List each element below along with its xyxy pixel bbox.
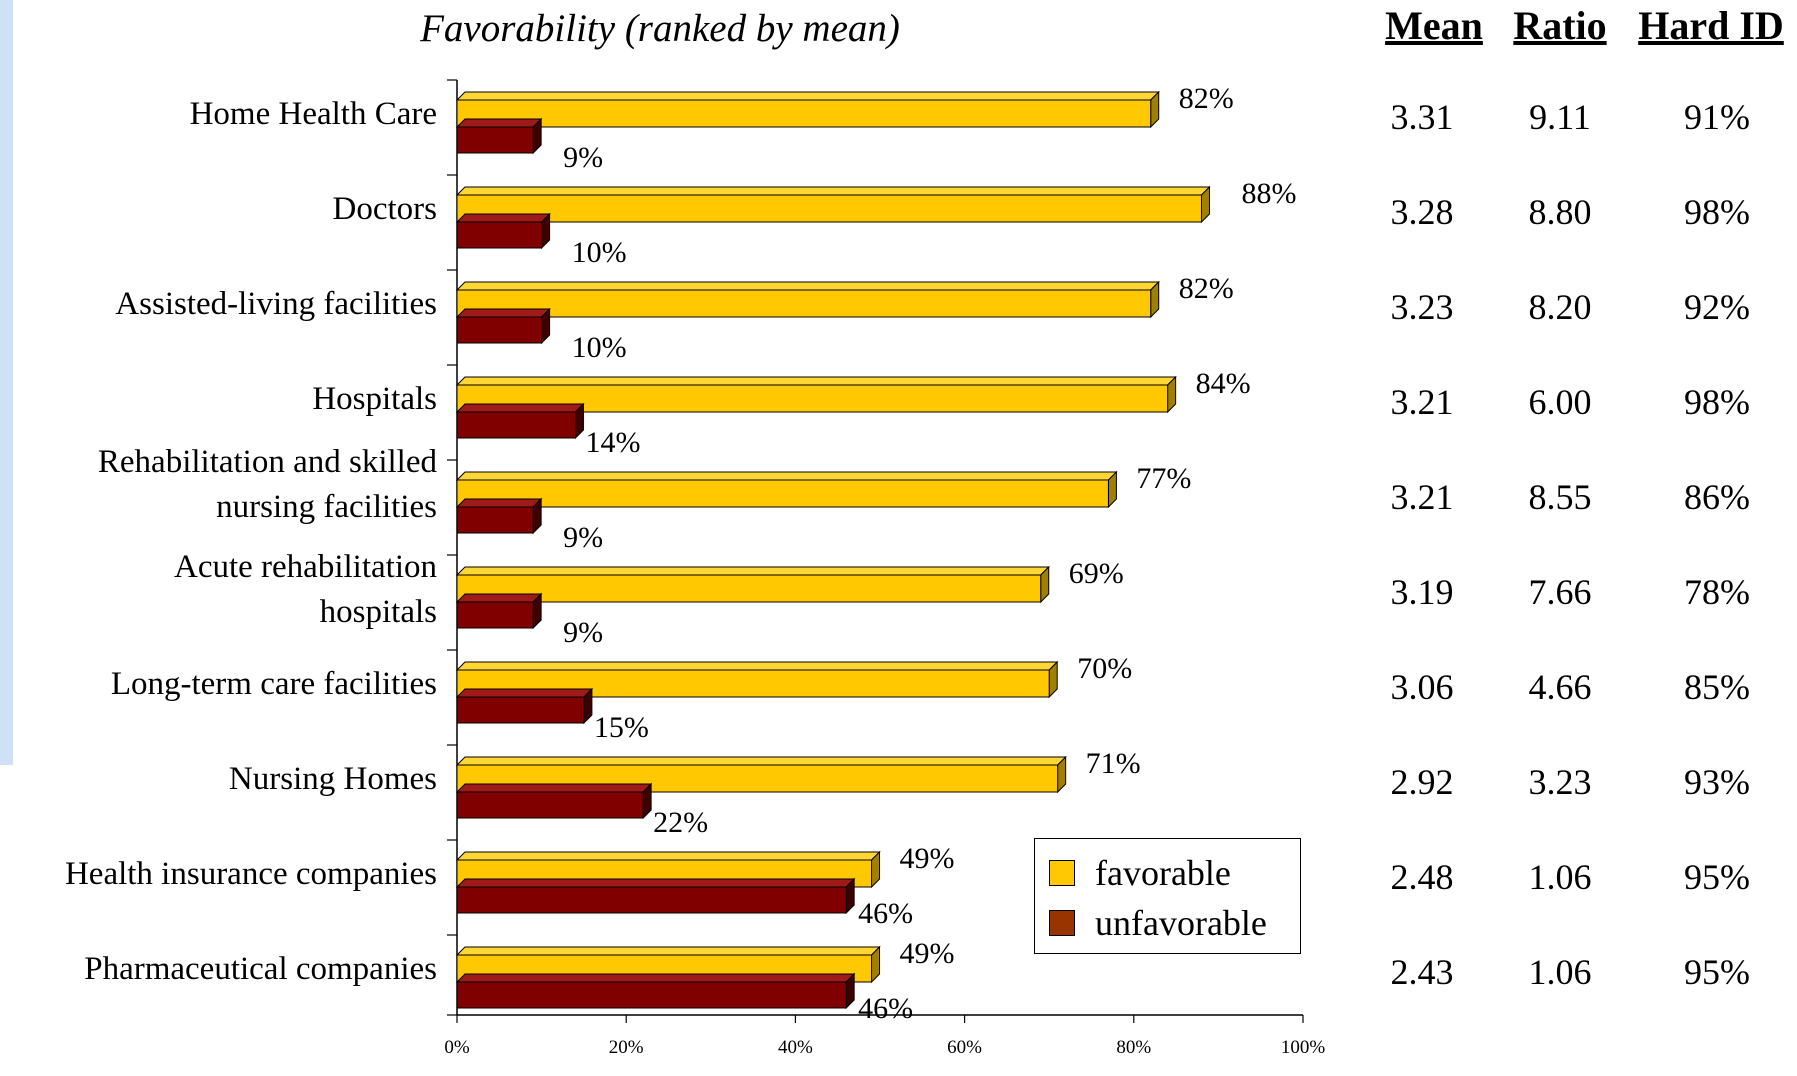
data-label-unfavorable: 14% [585, 426, 640, 459]
data-label-favorable: 69% [1069, 557, 1124, 590]
stat-cell-mean: 3.21 [1390, 477, 1454, 517]
stat-cell-mean: 3.23 [1390, 287, 1454, 327]
data-label-unfavorable: 22% [653, 806, 708, 839]
bar-favorable [455, 90, 1160, 129]
bar-favorable [455, 470, 1118, 509]
category-label: Health insurance companies [65, 856, 437, 892]
category-label: Home Health Care [190, 96, 437, 132]
x-tick-label: 40% [778, 1037, 813, 1058]
data-label-favorable: 84% [1196, 367, 1251, 400]
stat-cell-mean: 3.06 [1390, 667, 1454, 707]
data-label-unfavorable: 10% [572, 236, 627, 269]
category-label: Acute rehabilitation [174, 549, 437, 585]
category-label: Rehabilitation and skilled [98, 444, 438, 480]
bar-unfavorable [455, 592, 543, 630]
stat-cell-mean: 2.92 [1390, 762, 1454, 802]
stat-cell-ratio: 6.00 [1528, 382, 1592, 422]
bar-unfavorable [455, 402, 585, 440]
x-tick-label: 60% [947, 1037, 982, 1058]
stat-cell-mean: 3.19 [1390, 572, 1454, 612]
stat-cell-hard-id: 95% [1684, 857, 1750, 897]
data-label-favorable: 49% [900, 842, 955, 875]
bar-unfavorable [455, 687, 594, 725]
stat-cell-hard-id: 98% [1684, 382, 1750, 422]
bar-unfavorable [455, 117, 543, 155]
data-label-unfavorable: 9% [563, 521, 603, 554]
chart-legend: favorable unfavorable [1034, 838, 1301, 954]
category-label: Hospitals [312, 381, 437, 417]
data-label-favorable: 82% [1179, 272, 1234, 305]
stat-cell-ratio: 1.06 [1528, 952, 1592, 992]
stat-cell-mean: 3.28 [1390, 192, 1454, 232]
legend-swatch-favorable [1049, 860, 1075, 886]
x-tick-label: 0% [444, 1037, 470, 1058]
x-tick-label: 100% [1281, 1037, 1326, 1058]
stat-cell-hard-id: 86% [1684, 477, 1750, 517]
bar-favorable [455, 185, 1211, 224]
stat-cell-ratio: 8.20 [1528, 287, 1592, 327]
category-label: nursing facilities [216, 489, 437, 525]
header-mean: Mean [1385, 3, 1483, 48]
stat-cell-hard-id: 92% [1684, 287, 1750, 327]
bar-unfavorable [455, 212, 551, 250]
data-label-unfavorable: 10% [572, 331, 627, 364]
data-label-unfavorable: 9% [563, 616, 603, 649]
bar-unfavorable [455, 877, 856, 915]
bar-favorable [455, 280, 1160, 319]
data-label-unfavorable: 9% [563, 141, 603, 174]
data-label-favorable: 77% [1136, 462, 1191, 495]
legend-swatch-unfavorable [1049, 910, 1075, 936]
header-hard-id: Hard ID [1638, 3, 1784, 48]
stat-cell-mean: 2.43 [1390, 952, 1454, 992]
bar-favorable [455, 565, 1050, 604]
chart-title: Favorability (ranked by mean) [420, 7, 900, 50]
legend-label-favorable: favorable [1095, 853, 1231, 893]
stat-cell-hard-id: 93% [1684, 762, 1750, 802]
data-label-favorable: 82% [1179, 82, 1234, 115]
stat-cell-mean: 3.21 [1390, 382, 1454, 422]
stat-cell-hard-id: 98% [1684, 192, 1750, 232]
stat-cell-mean: 3.31 [1390, 97, 1454, 137]
category-label: Doctors [333, 191, 437, 227]
stat-cell-ratio: 3.23 [1528, 762, 1592, 802]
bar-unfavorable [455, 782, 653, 820]
legend-label-unfavorable: unfavorable [1095, 903, 1267, 943]
stat-cell-hard-id: 78% [1684, 572, 1750, 612]
category-label: Nursing Homes [229, 761, 437, 797]
legend-item-favorable: favorable [1049, 851, 1231, 895]
data-label-favorable: 70% [1077, 652, 1132, 685]
category-label: hospitals [320, 594, 437, 630]
legend-item-unfavorable: unfavorable [1049, 901, 1267, 945]
stat-cell-ratio: 8.80 [1528, 192, 1592, 232]
stat-cell-mean: 2.48 [1390, 857, 1454, 897]
data-label-unfavorable: 46% [858, 897, 913, 930]
stat-cell-ratio: 7.66 [1528, 572, 1592, 612]
stat-cell-ratio: 8.55 [1528, 477, 1592, 517]
bar-unfavorable [455, 497, 543, 535]
stat-cell-ratio: 9.11 [1529, 97, 1591, 137]
left-accent-band [0, 0, 13, 765]
stat-cell-ratio: 1.06 [1528, 857, 1592, 897]
header-ratio: Ratio [1513, 3, 1607, 48]
category-label: Long-term care facilities [111, 666, 437, 702]
category-label: Assisted-living facilities [115, 286, 437, 322]
stat-cell-ratio: 4.66 [1528, 667, 1592, 707]
x-tick-label: 20% [609, 1037, 644, 1058]
data-label-favorable: 49% [900, 937, 955, 970]
x-tick-label: 80% [1116, 1037, 1151, 1058]
stat-cell-hard-id: 95% [1684, 952, 1750, 992]
bar-unfavorable [455, 972, 856, 1010]
data-label-favorable: 88% [1241, 177, 1296, 210]
data-label-unfavorable: 15% [594, 711, 649, 744]
data-label-unfavorable: 46% [858, 992, 913, 1025]
category-label: Pharmaceutical companies [84, 951, 437, 987]
stat-cell-hard-id: 91% [1684, 97, 1750, 137]
bar-unfavorable [455, 307, 551, 345]
stat-cell-hard-id: 85% [1684, 667, 1750, 707]
data-label-favorable: 71% [1086, 747, 1141, 780]
